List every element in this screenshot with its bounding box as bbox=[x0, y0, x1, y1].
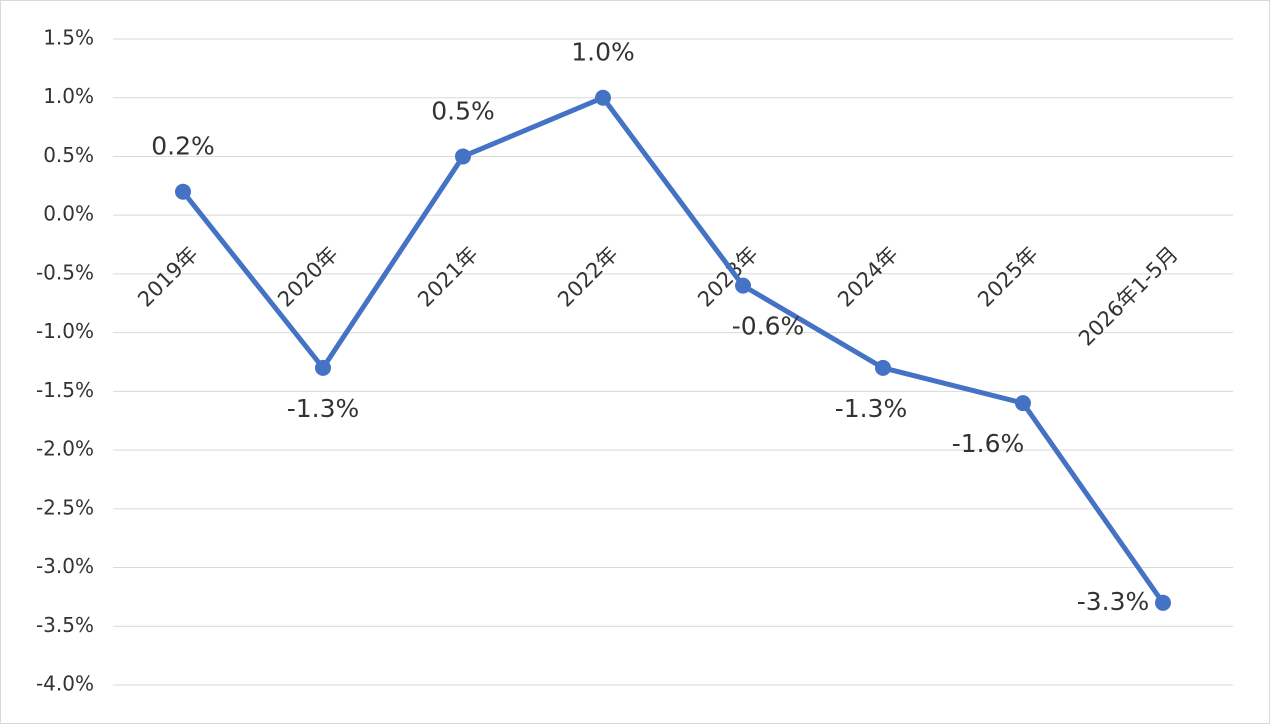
data-label: -1.3% bbox=[835, 394, 908, 423]
y-tick-label: 1.5% bbox=[43, 26, 94, 50]
point bbox=[735, 277, 751, 294]
point bbox=[455, 148, 471, 165]
y-tick-label: 0.5% bbox=[43, 143, 94, 167]
data-label: 0.2% bbox=[151, 132, 215, 161]
y-tick-label: -2.0% bbox=[36, 437, 94, 461]
point bbox=[595, 89, 611, 106]
data-label: 1.0% bbox=[571, 38, 635, 67]
point bbox=[315, 359, 331, 376]
point bbox=[175, 183, 191, 200]
data-label: -3.3% bbox=[1077, 587, 1150, 616]
data-label: 0.5% bbox=[431, 96, 495, 125]
y-tick-label: -4.0% bbox=[36, 672, 94, 696]
data-label: -0.6% bbox=[732, 312, 805, 341]
y-tick-label: 0.0% bbox=[43, 202, 94, 226]
y-tick-label: -3.0% bbox=[36, 554, 94, 578]
point bbox=[1155, 594, 1171, 611]
y-tick-label: -0.5% bbox=[36, 260, 94, 284]
data-label: -1.6% bbox=[952, 429, 1025, 458]
y-tick-label: -2.5% bbox=[36, 495, 94, 519]
y-tick-label: 1.0% bbox=[43, 84, 94, 108]
y-tick-label: -3.5% bbox=[36, 613, 94, 637]
point bbox=[875, 359, 891, 376]
y-tick-label: -1.5% bbox=[36, 378, 94, 402]
point bbox=[1015, 395, 1031, 412]
y-tick-label: -1.0% bbox=[36, 319, 94, 343]
data-label: -1.3% bbox=[287, 394, 360, 423]
line bbox=[181, 95, 1166, 605]
